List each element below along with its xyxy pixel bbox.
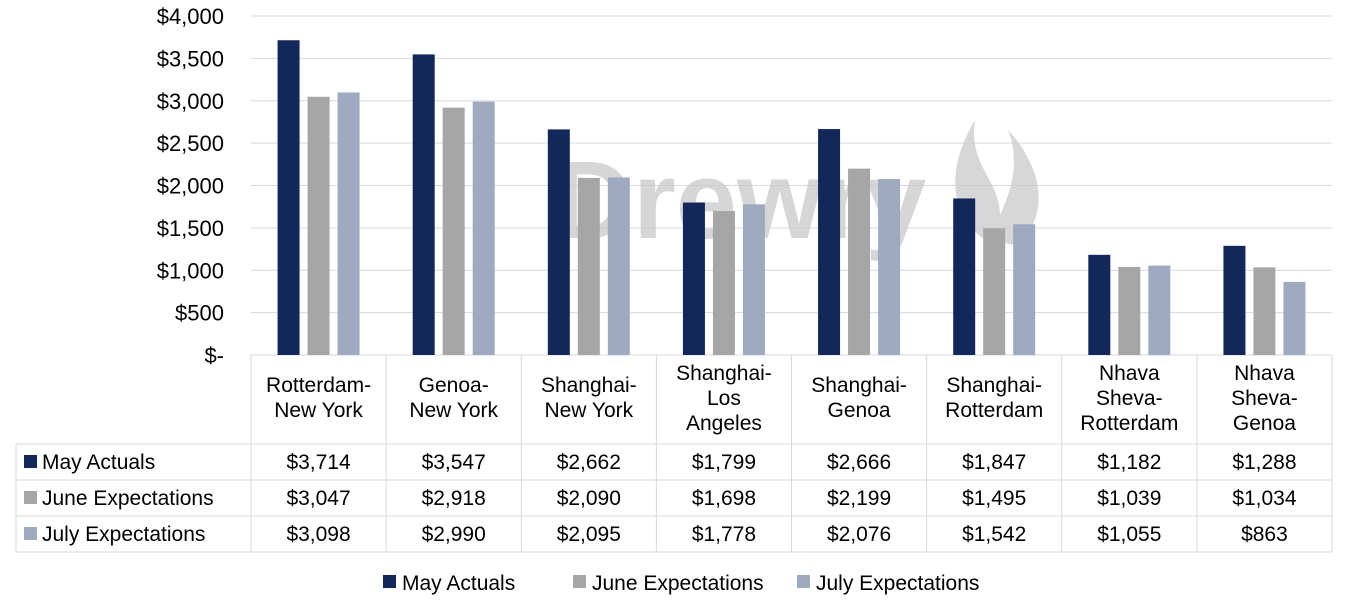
bar-july-expectations — [1283, 281, 1306, 355]
y-tick-label: $3,000 — [157, 89, 224, 114]
table-cell: $1,698 — [692, 487, 756, 510]
bar-june-expectations — [712, 211, 735, 355]
category-label: Shanghai- — [811, 374, 907, 397]
y-tick-label: $2,500 — [157, 131, 224, 156]
row-legend-key — [24, 527, 37, 540]
table-cell: $3,098 — [286, 523, 350, 546]
table-cell: $2,662 — [557, 451, 621, 474]
legend-label: June Expectations — [592, 572, 764, 595]
row-label: May Actuals — [42, 451, 155, 474]
table-cell: $2,990 — [422, 523, 486, 546]
row-label: June Expectations — [42, 487, 214, 510]
y-tick-label: $1,000 — [157, 258, 224, 283]
legend-key — [797, 575, 810, 588]
legend: May Actuals June Expectations July Expecta… — [383, 572, 979, 595]
legend-key — [573, 575, 586, 588]
table-cell: $1,039 — [1097, 487, 1161, 510]
bars — [277, 40, 1306, 356]
row-legend-key — [24, 491, 37, 504]
table-cell: $1,182 — [1097, 451, 1161, 474]
table-cell: $1,847 — [962, 451, 1026, 474]
flame-logo-icon — [955, 120, 1039, 245]
category-label: Shanghai- — [676, 362, 772, 385]
category-label: Angeles — [686, 412, 762, 435]
y-tick-label: $500 — [175, 301, 224, 326]
table-cell: $2,199 — [827, 487, 891, 510]
bar-july-expectations — [607, 177, 630, 355]
table-cell: $1,778 — [692, 523, 756, 546]
bar-july-expectations — [472, 101, 495, 355]
category-label: Shanghai- — [541, 374, 637, 397]
category-label: Nhava — [1099, 362, 1160, 385]
table-cell: $2,076 — [827, 523, 891, 546]
bar-may-actuals — [818, 129, 841, 355]
bar-june-expectations — [848, 168, 871, 355]
bar-may-actuals — [277, 40, 300, 356]
bar-may-actuals — [412, 54, 435, 355]
category-label: Rotterdam- — [266, 374, 371, 397]
table-cell: $1,055 — [1097, 523, 1161, 546]
bar-may-actuals — [1223, 245, 1246, 355]
y-tick-label: $1,500 — [157, 216, 224, 241]
table-cell: $1,034 — [1232, 487, 1297, 510]
row-label: July Expectations — [42, 523, 205, 546]
category-label: New York — [409, 399, 498, 422]
bar-july-expectations — [1013, 224, 1036, 355]
table-cell: $863 — [1241, 523, 1288, 546]
table-cell: $2,095 — [557, 523, 621, 546]
table-cell: $3,547 — [422, 451, 486, 474]
row-legend-key — [24, 455, 37, 468]
bar-may-actuals — [682, 202, 705, 355]
category-label: Genoa- — [419, 374, 489, 397]
bar-june-expectations — [577, 177, 600, 355]
table-cell: $2,918 — [422, 487, 486, 510]
bar-may-actuals — [1088, 254, 1111, 355]
table-cell: $2,090 — [557, 487, 621, 510]
bar-june-expectations — [983, 228, 1006, 355]
bar-june-expectations — [1118, 266, 1141, 355]
legend-key — [383, 575, 396, 588]
legend-label: May Actuals — [402, 572, 515, 595]
y-tick-label: $- — [204, 343, 224, 368]
category-label: Sheva- — [1096, 387, 1163, 410]
category-label: Shanghai- — [946, 374, 1042, 397]
bar-july-expectations — [742, 204, 765, 355]
category-label: Los — [707, 387, 741, 410]
bar-may-actuals — [547, 129, 570, 355]
table-cell: $1,288 — [1232, 451, 1296, 474]
table-cell: $3,047 — [286, 487, 350, 510]
y-tick-label: $3,500 — [157, 46, 224, 71]
bar-july-expectations — [337, 92, 360, 355]
y-tick-label: $2,000 — [157, 174, 224, 199]
bar-june-expectations — [1253, 267, 1276, 355]
bar-july-expectations — [1148, 265, 1171, 355]
table-cell: $1,799 — [692, 451, 756, 474]
bar-june-expectations — [307, 96, 330, 355]
table-cell: $1,495 — [962, 487, 1026, 510]
bar-june-expectations — [442, 107, 465, 356]
category-label: Rotterdam — [1080, 412, 1178, 435]
category-label: Rotterdam — [945, 399, 1043, 422]
category-label: Genoa — [828, 399, 891, 422]
category-label: New York — [274, 399, 363, 422]
table-cell: $3,714 — [286, 451, 351, 474]
table-cell: $1,542 — [962, 523, 1026, 546]
category-label: Genoa — [1233, 412, 1296, 435]
legend-label: July Expectations — [816, 572, 979, 595]
category-label: Nhava — [1234, 362, 1295, 385]
bar-july-expectations — [878, 179, 901, 355]
y-tick-label: $4,000 — [157, 4, 224, 29]
category-label: New York — [544, 399, 633, 422]
category-label: Sheva- — [1231, 387, 1298, 410]
bar-may-actuals — [953, 198, 976, 355]
y-axis: $- $500 $1,000 $1,500 $2,000 $2,500 $3,000 $3,5… — [157, 4, 224, 368]
table-cell: $2,666 — [827, 451, 891, 474]
